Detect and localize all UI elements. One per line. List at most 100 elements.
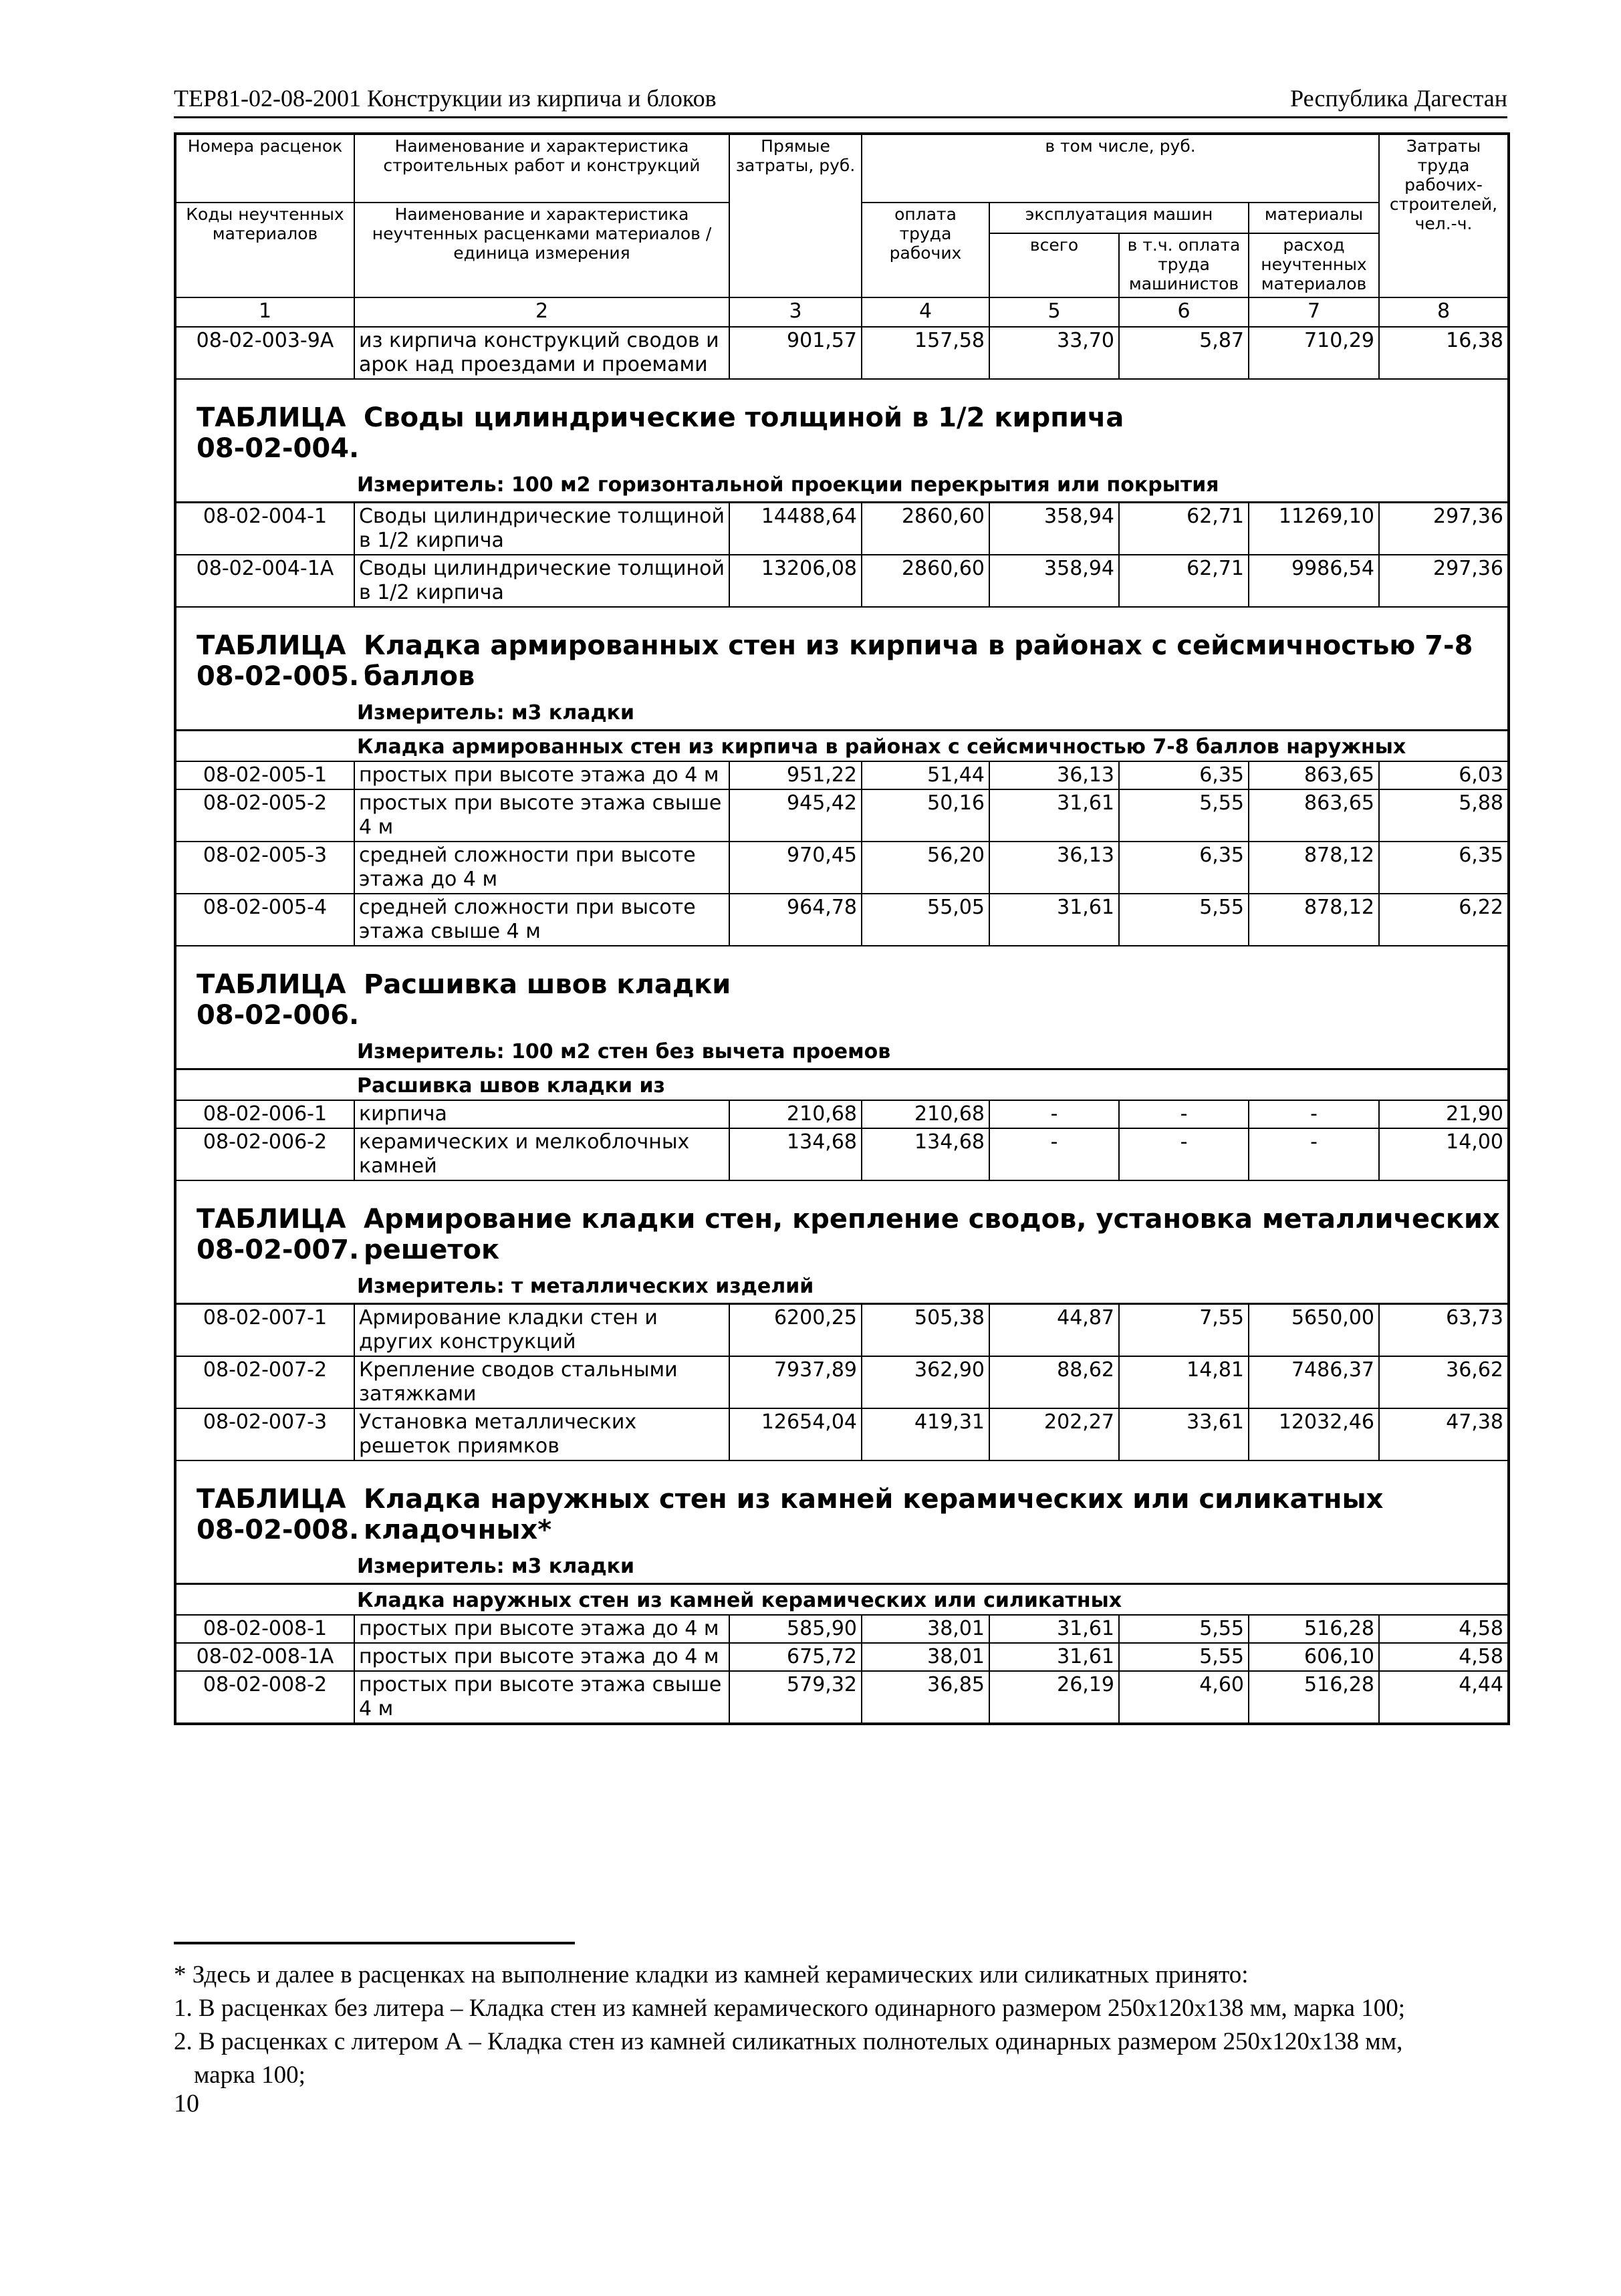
section-name: Своды цилиндрические толщиной в 1/2 кирп…: [364, 402, 1124, 433]
running-header: ТЕР81-02-08-2001 Конструкции из кирпича …: [174, 75, 1507, 118]
work-description: керамических и мелкоблочных камней: [354, 1128, 730, 1181]
materials-value: 516,28: [1247, 1614, 1380, 1644]
column-number: 7: [1247, 297, 1380, 328]
section-title: ТАБЛИЦА 08-02-008. Кладка наружных стен и…: [176, 1462, 1507, 1555]
table-section-heading: ТАБЛИЦА 08-02-004. Своды цилиндрические т…: [175, 378, 1509, 473]
materials-value: 5650,00: [1247, 1303, 1380, 1357]
materials-value: 878,12: [1247, 841, 1380, 894]
wages-value: 51,44: [861, 761, 990, 790]
labor-hours-value: 297,36: [1378, 501, 1510, 555]
footnote-item: 2. В расценках с литером А – Кладка стен…: [174, 2028, 1403, 2055]
work-description: Установка металлических решеток приямков: [354, 1408, 730, 1461]
wages-value: 419,31: [861, 1408, 990, 1461]
measure-row: Измеритель: м3 кладки: [175, 1555, 1509, 1584]
machinist-wages-value: 5,55: [1118, 789, 1249, 842]
section-name: Расшивка швов кладки: [364, 969, 731, 1000]
direct-costs-value: 901,57: [729, 326, 862, 380]
wages-value: 2860,60: [861, 554, 990, 608]
section-title: ТАБЛИЦА 08-02-004. Своды цилиндрические т…: [176, 380, 1507, 473]
footnotes: * Здесь и далее в расценках на выполнени…: [174, 1958, 1511, 2092]
direct-costs-value: 13206,08: [729, 554, 862, 608]
subheading: Кладка армированных стен из кирпича в ра…: [175, 729, 1509, 762]
col-header-unaccounted-materials: расход неучтенных материалов: [1247, 233, 1380, 298]
col-header-labor: Затраты труда рабочих-строителей, чел.-ч…: [1378, 133, 1510, 298]
measure-unit: Измеритель: м3 кладки: [357, 1555, 635, 1578]
section-name: Армирование кладки стен, крепление сводо…: [364, 1204, 1500, 1265]
wages-value: 134,68: [861, 1128, 990, 1181]
table-section-heading: ТАБЛИЦА 08-02-005. Кладка армированных ст…: [175, 606, 1509, 701]
work-description: Крепление сводов стальными затяжками: [354, 1356, 730, 1409]
materials-value: 11269,10: [1247, 501, 1380, 555]
labor-hours-value: 14,00: [1378, 1128, 1510, 1181]
work-description: кирпича: [354, 1100, 730, 1129]
direct-costs-value: 134,68: [729, 1128, 862, 1181]
col-header-group: в том числе, руб.: [860, 133, 1380, 203]
table-row: 08-02-005-1 простых при высоте этажа до 4…: [174, 761, 1510, 790]
labor-hours-value: 21,90: [1378, 1100, 1510, 1129]
direct-costs-value: 6200,25: [729, 1303, 862, 1357]
measure-row: Измеритель: 100 м2 стен без вычета проем…: [175, 1040, 1509, 1069]
work-description: простых при высоте этажа до 4 м: [354, 1614, 730, 1644]
section-title: ТАБЛИЦА 08-02-005. Кладка армированных ст…: [176, 608, 1507, 701]
table-row: 08-02-006-2 керамических и мелкоблочных к…: [174, 1128, 1510, 1181]
measure-row: Измеритель: м3 кладки: [175, 701, 1509, 731]
rate-code: 08-02-006-1: [174, 1100, 355, 1129]
wages-value: 38,01: [861, 1642, 990, 1672]
rate-code: 08-02-007-3: [174, 1408, 355, 1461]
rate-code: 08-02-005-3: [174, 841, 355, 894]
table-row: 08-02-003-9А из кирпича конструкций сводо…: [174, 326, 1510, 380]
labor-hours-value: 36,62: [1378, 1356, 1510, 1409]
work-description: простых при высоте этажа до 4 м: [354, 1642, 730, 1672]
table-row: 08-02-007-2 Крепление сводов стальными за…: [174, 1356, 1510, 1409]
machines-total-value: 26,19: [989, 1670, 1120, 1725]
col-header-machinist-wages: в т.ч. оплата труда машинистов: [1118, 233, 1249, 298]
materials-value: 12032,46: [1247, 1408, 1380, 1461]
table-section-heading: ТАБЛИЦА 08-02-006. Расшивка швов кладки: [175, 945, 1509, 1040]
measure-row: Измеритель: 100 м2 горизонтальной проекц…: [175, 473, 1509, 503]
work-description: простых при высоте этажа до 4 м: [354, 761, 730, 790]
col-header-machines: эксплуатация машин: [989, 202, 1249, 234]
footnote-item: 1. В расценках без литера – Кладка стен …: [174, 1995, 1405, 2022]
direct-costs-value: 951,22: [729, 761, 862, 790]
rate-code: 08-02-008-2: [174, 1670, 355, 1725]
column-number: 3: [729, 297, 862, 328]
labor-hours-value: 4,44: [1378, 1670, 1510, 1725]
table-row: 08-02-008-1А простых при высоте этажа до …: [174, 1642, 1510, 1672]
col-header-material-name: Наименование и характеристика неучтенных…: [354, 202, 730, 298]
column-number: 2: [354, 297, 730, 328]
header-row-3: всего в т.ч. оплата труда машинистов рас…: [175, 233, 1509, 298]
machinist-wages-value: 6,35: [1118, 841, 1249, 894]
machinist-wages-value: 62,71: [1118, 501, 1249, 555]
wages-value: 210,68: [861, 1100, 990, 1129]
wages-value: 2860,60: [861, 501, 990, 555]
table-row: 08-02-005-2 простых при высоте этажа свыш…: [174, 789, 1510, 842]
machines-total-value: 44,87: [989, 1303, 1120, 1357]
column-number: 4: [861, 297, 990, 328]
column-number: 8: [1378, 297, 1510, 328]
work-description: Своды цилиндрические толщиной в 1/2 кирп…: [354, 501, 730, 555]
measure-unit: Измеритель: м3 кладки: [357, 701, 635, 725]
rate-code: 08-02-005-1: [174, 761, 355, 790]
table-row: 08-02-008-2 простых при высоте этажа свыш…: [174, 1670, 1510, 1725]
section-label: ТАБЛИЦА 08-02-005.: [197, 630, 360, 692]
labor-hours-value: 6,03: [1378, 761, 1510, 790]
column-number: 5: [989, 297, 1120, 328]
section-title: ТАБЛИЦА 08-02-007. Армирование кладки сте…: [176, 1182, 1507, 1275]
labor-hours-value: 6,35: [1378, 841, 1510, 894]
subheading: Расшивка швов кладки из: [175, 1068, 1509, 1101]
machinist-wages-value: 4,60: [1118, 1670, 1249, 1725]
machinist-wages-value: 62,71: [1118, 554, 1249, 608]
col-header-materials: материалы: [1247, 202, 1380, 234]
labor-hours-value: 47,38: [1378, 1408, 1510, 1461]
wages-value: 362,90: [861, 1356, 990, 1409]
measure-unit: Измеритель: т металлических изделий: [357, 1275, 814, 1298]
rate-code: 08-02-008-1: [174, 1614, 355, 1644]
section-label: ТАБЛИЦА 08-02-008.: [197, 1484, 360, 1545]
col-header-material-codes: Коды неучтенных материалов: [174, 202, 355, 298]
machinist-wages-value: 6,35: [1118, 761, 1249, 790]
machines-total-value: 31,61: [989, 1614, 1120, 1644]
col-header-codes: Номера расценок: [174, 133, 355, 203]
machines-total-value: -: [989, 1100, 1120, 1129]
machinist-wages-value: 5,87: [1118, 326, 1249, 380]
table-row: 08-02-005-4 средней сложности при высоте …: [174, 893, 1510, 946]
